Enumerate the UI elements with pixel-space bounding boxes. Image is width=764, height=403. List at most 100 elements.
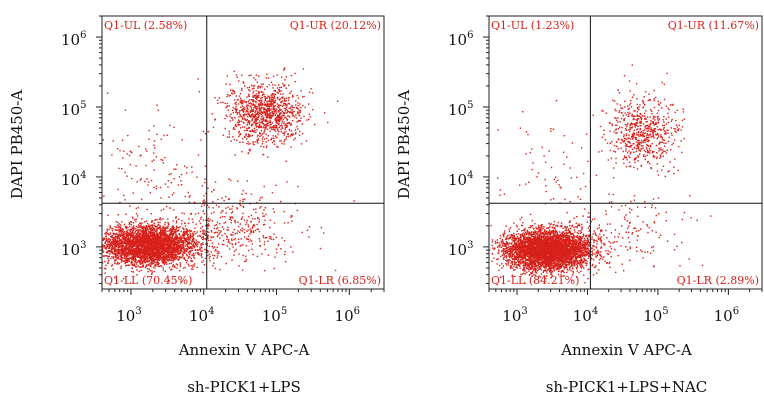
data-point <box>238 120 241 122</box>
data-point <box>136 240 139 242</box>
data-point <box>129 245 132 247</box>
data-point <box>187 222 190 225</box>
data-point <box>145 257 147 259</box>
data-point <box>235 109 237 111</box>
data-point <box>125 252 128 255</box>
data-point <box>154 252 157 254</box>
data-point <box>164 231 167 233</box>
data-point <box>252 131 255 133</box>
data-point <box>138 251 141 254</box>
data-point <box>179 264 182 266</box>
data-point <box>121 256 123 259</box>
data-point <box>202 232 205 234</box>
data-point <box>140 230 142 232</box>
data-point <box>128 259 130 261</box>
data-point <box>139 239 141 241</box>
data-point <box>273 89 275 92</box>
data-point <box>247 100 250 102</box>
data-point <box>297 97 300 99</box>
data-point <box>252 108 254 110</box>
data-point <box>283 121 285 123</box>
data-point <box>121 221 123 223</box>
data-point <box>170 259 172 262</box>
data-point <box>150 265 152 267</box>
data-point <box>280 100 282 103</box>
data-point <box>146 222 149 225</box>
data-point <box>136 241 138 243</box>
data-point <box>232 246 234 248</box>
data-point <box>186 248 188 250</box>
data-point <box>251 218 254 220</box>
data-point <box>233 138 235 141</box>
data-point <box>132 234 134 236</box>
data-point <box>247 112 249 114</box>
data-point <box>271 192 274 194</box>
data-point <box>129 238 131 240</box>
data-point <box>155 249 158 251</box>
data-point <box>283 84 286 86</box>
data-point <box>225 262 227 265</box>
data-point <box>111 228 113 230</box>
data-point <box>265 123 268 126</box>
data-point <box>130 224 133 226</box>
data-point <box>121 245 123 247</box>
data-point <box>262 136 264 138</box>
data-point <box>184 266 186 269</box>
data-point <box>148 248 151 250</box>
data-point <box>181 241 183 244</box>
data-point <box>276 103 279 105</box>
data-point <box>133 234 135 236</box>
data-point <box>279 140 281 142</box>
data-point <box>120 243 122 245</box>
data-point <box>150 243 153 246</box>
data-point <box>125 260 127 262</box>
data-point <box>260 134 263 136</box>
data-point <box>176 247 179 249</box>
data-point <box>129 250 131 252</box>
data-point <box>160 245 162 247</box>
data-point <box>160 235 162 237</box>
data-point <box>265 127 267 129</box>
data-point <box>138 225 140 227</box>
data-point <box>164 246 166 249</box>
data-point <box>156 244 159 246</box>
data-point <box>256 97 258 99</box>
data-point <box>135 261 137 264</box>
data-point <box>288 121 291 124</box>
data-point <box>125 245 128 247</box>
data-point <box>183 248 185 250</box>
data-point <box>147 228 149 231</box>
data-point <box>235 74 238 76</box>
data-point <box>202 260 205 262</box>
data-point <box>164 262 167 264</box>
data-point <box>174 230 176 232</box>
data-point <box>125 233 128 235</box>
data-point <box>223 222 225 224</box>
data-point <box>210 236 212 238</box>
data-point <box>127 264 130 266</box>
data-point <box>282 118 284 120</box>
data-point <box>261 196 263 198</box>
data-point <box>171 254 173 256</box>
data-point <box>135 246 138 248</box>
data-point <box>262 123 265 125</box>
data-point <box>273 267 275 270</box>
data-point <box>139 236 141 238</box>
data-point <box>165 251 167 253</box>
data-point <box>163 237 165 240</box>
data-point <box>277 106 280 108</box>
data-point <box>154 228 156 230</box>
data-point <box>133 229 135 231</box>
data-point <box>277 110 279 112</box>
data-point <box>193 245 196 247</box>
data-point <box>270 81 273 83</box>
data-point <box>283 69 285 71</box>
data-point <box>286 125 288 127</box>
data-point <box>269 112 271 114</box>
data-point <box>253 104 256 106</box>
data-point <box>226 105 228 107</box>
data-point <box>277 133 279 136</box>
data-point <box>230 234 233 236</box>
data-point <box>124 257 127 259</box>
data-point <box>271 98 273 101</box>
